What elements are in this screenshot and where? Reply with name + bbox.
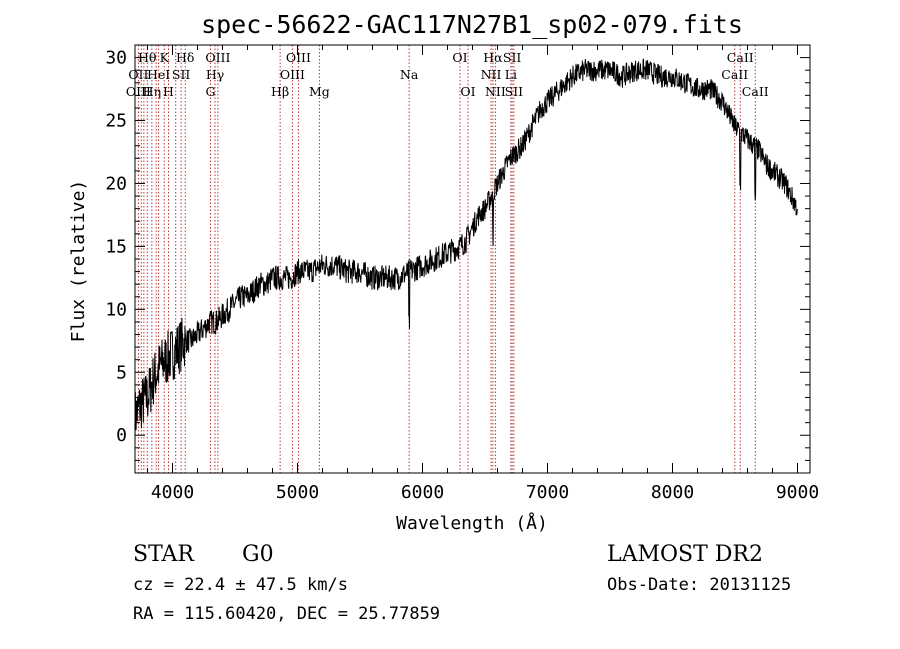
line-label: Na [400,67,419,82]
y-axis-label: Flux (relative) [68,180,89,343]
coordinates: RA = 115.60420, DEC = 25.77859 [133,604,440,624]
object-subclass: G0 [242,542,274,567]
x-tick-label: 6000 [401,482,444,503]
line-label: K [160,50,170,65]
line-label: Hδ [176,50,194,65]
line-label: G [206,84,216,99]
line-label: OI [452,50,467,65]
y-tick-label: 30 [105,48,127,69]
line-label: SII [505,84,524,99]
y-tick-label: 20 [105,173,127,194]
line-label: OII [128,67,148,82]
y-tick-label: 0 [116,425,127,446]
chart-title: spec-56622-GAC117N27B1_sp02-079.fits [201,10,743,39]
line-label: NII [485,84,506,99]
survey-name: LAMOST DR2 [607,542,763,567]
line-label: OI [460,84,475,99]
x-tick-label: 8000 [651,482,694,503]
object-class: STAR [133,542,195,567]
line-label: Mg [309,84,330,99]
spectral-line-markers [137,45,756,473]
x-tick-label: 4000 [151,482,194,503]
y-tick-label: 5 [116,362,127,383]
x-tick-label: 9000 [776,482,819,503]
line-label: Hγ [206,67,224,82]
line-label: H [163,84,174,99]
line-label: OIII [286,50,311,65]
y-axis-ticks: 0 5 10 15 20 25 30 [105,48,810,461]
spectrum-line [134,58,798,445]
redshift-cz: cz = 22.4 ± 47.5 km/s [133,575,348,595]
x-axis-label: Wavelength (Å) [396,512,548,534]
line-label: Hα [483,50,503,65]
y-tick-label: 15 [105,236,127,257]
line-label: CaII [727,50,754,65]
line-label: OIII [205,50,230,65]
y-tick-label: 10 [105,299,127,320]
line-label: SII [503,50,522,65]
x-tick-label: 5000 [276,482,319,503]
observation-date: Obs-Date: 20131125 [607,575,791,595]
plot-frame [134,44,811,474]
y-tick-label: 25 [105,111,127,132]
line-label: Hη [143,84,161,99]
line-label: OIII [126,84,151,99]
x-axis-ticks: 4000 5000 6000 7000 8000 9000 [147,45,819,503]
line-label: Hβ [271,84,289,99]
line-label: HeI [147,67,170,82]
line-label: Hθ [138,50,156,65]
line-label: NII [481,67,502,82]
line-label: SII [172,67,191,82]
line-label: Li [505,67,517,82]
x-tick-label: 7000 [526,482,569,503]
line-label: OIII [280,67,305,82]
line-label: CaII [721,67,748,82]
line-label: CaII [742,84,769,99]
